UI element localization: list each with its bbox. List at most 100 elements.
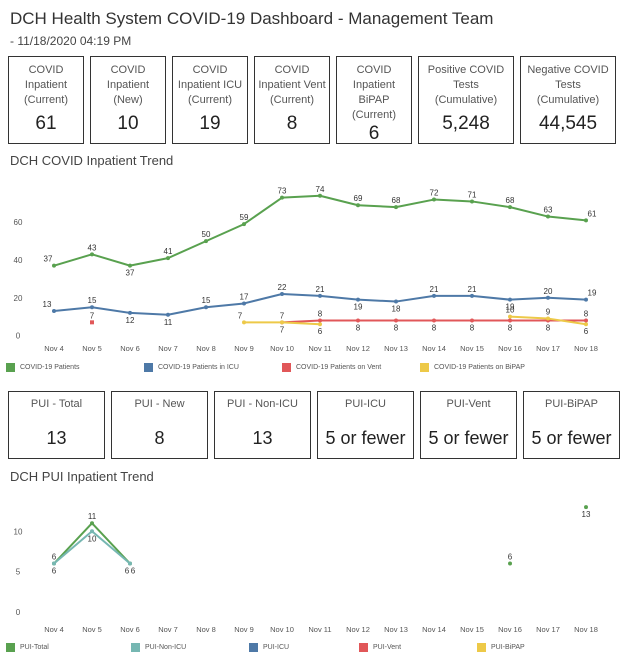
data-label: 21 (430, 285, 439, 294)
data-point[interactable] (90, 320, 94, 325)
legend-label: COVID-19 Patients in ICU (158, 364, 239, 371)
data-point[interactable] (546, 214, 550, 219)
x-tick-label: Nov 17 (536, 625, 560, 634)
covid-kpi-tile-label: COVID Inpatient (Current) (23, 64, 68, 106)
series-line-segment (547, 317, 587, 326)
data-point[interactable] (318, 193, 322, 198)
data-point[interactable] (584, 218, 588, 223)
data-point[interactable] (584, 318, 588, 323)
data-point[interactable] (546, 295, 550, 300)
series-line-segment (129, 311, 169, 316)
series-line-segment (281, 321, 321, 326)
x-tick-label: Nov 4 (44, 344, 64, 353)
pui-kpi-tile-label: PUI-BiPAP (545, 398, 598, 410)
data-point[interactable] (242, 301, 246, 306)
legend-label: COVID-19 Patients on Vent (296, 364, 382, 371)
legend-item: PUI-BiPAP (477, 643, 587, 652)
data-point[interactable] (280, 292, 284, 296)
legend-item: COVID-19 Patients (6, 363, 144, 372)
data-point[interactable] (90, 529, 94, 534)
legend-swatch (6, 643, 15, 652)
data-point[interactable] (356, 297, 360, 302)
pui-kpi-tile-label: PUI-Vent (446, 398, 491, 410)
data-point[interactable] (394, 205, 398, 210)
data-point[interactable] (318, 322, 322, 327)
data-point[interactable] (432, 293, 436, 298)
data-point[interactable] (128, 263, 132, 268)
data-point[interactable] (204, 305, 208, 310)
data-point[interactable] (52, 561, 56, 566)
data-point[interactable] (242, 222, 246, 227)
series-line-segment (395, 198, 435, 209)
data-point[interactable] (166, 256, 170, 261)
data-label: 15 (202, 296, 211, 305)
data-label: 6 (318, 327, 323, 336)
data-point[interactable] (432, 197, 436, 202)
covid-kpi-tile-value: 5,248 (442, 113, 490, 134)
data-point[interactable] (432, 318, 436, 323)
series-line-segment (53, 530, 93, 565)
data-label: 18 (392, 305, 401, 314)
legend-swatch (144, 363, 153, 372)
data-point[interactable] (508, 297, 512, 302)
data-point[interactable] (90, 305, 94, 310)
series-line-segment (319, 294, 359, 301)
data-point[interactable] (204, 239, 208, 244)
data-point[interactable] (394, 299, 398, 304)
y-tick-label: 40 (14, 256, 23, 265)
pui-kpi-tile-label: PUI - Total (30, 398, 83, 410)
legend-item: PUI-ICU (249, 643, 359, 652)
covid-kpi-tile: COVID Inpatient (New) 10 (90, 56, 166, 144)
pui-kpi-tile: PUI-ICU 5 or fewer (317, 391, 414, 459)
data-label: 22 (278, 283, 287, 292)
data-point[interactable] (546, 316, 550, 321)
data-point[interactable] (128, 561, 132, 566)
covid-kpi-tile-value: 19 (199, 113, 221, 134)
data-point[interactable] (508, 205, 512, 210)
data-point[interactable] (52, 309, 56, 313)
data-point[interactable] (90, 252, 94, 257)
pui-kpi-tile-value: 13 (252, 428, 273, 448)
data-label: 8 (318, 309, 323, 318)
data-point[interactable] (318, 293, 322, 298)
x-tick-label: Nov 12 (346, 625, 370, 634)
data-point[interactable] (508, 314, 512, 319)
covid-kpi-tile-value: 44,545 (538, 113, 598, 134)
data-point[interactable] (128, 310, 132, 315)
legend-item: PUI-Non-ICU (131, 643, 249, 652)
data-point[interactable] (242, 320, 246, 325)
data-label: 20 (544, 287, 553, 296)
data-point[interactable] (318, 318, 322, 323)
data-label: 11 (88, 512, 97, 521)
data-point[interactable] (166, 312, 170, 317)
x-tick-label: Nov 14 (422, 344, 446, 353)
y-tick-label: 60 (14, 218, 23, 227)
data-point[interactable] (356, 203, 360, 208)
series-line-segment (205, 302, 245, 309)
data-point[interactable] (394, 318, 398, 323)
data-point[interactable] (470, 293, 474, 298)
pui-kpi-tile-value: 5 or fewer (428, 428, 509, 448)
data-point[interactable] (584, 322, 588, 327)
x-tick-label: Nov 7 (158, 625, 178, 634)
data-point[interactable] (508, 561, 512, 566)
data-point[interactable] (470, 199, 474, 204)
data-point[interactable] (280, 195, 284, 200)
series-line-segment (509, 296, 549, 301)
data-point[interactable] (356, 318, 360, 323)
data-point[interactable] (584, 297, 588, 302)
data-label: 61 (588, 209, 597, 218)
data-point[interactable] (280, 320, 284, 325)
data-point[interactable] (470, 318, 474, 323)
data-point[interactable] (584, 505, 588, 510)
pui-kpi-tile-label: PUI - New (134, 398, 185, 410)
data-point[interactable] (52, 263, 56, 268)
covid-kpi-tile: COVID Inpatient (Current) 61 (8, 56, 84, 144)
x-tick-label: Nov 16 (498, 344, 522, 353)
data-point[interactable] (90, 521, 94, 526)
data-point[interactable] (508, 318, 512, 323)
pui-kpi-tile: PUI - Total 13 (8, 391, 105, 459)
data-label: 10 (506, 306, 515, 315)
covid-inpatient-trend-chart: 0 20 40 60 Nov 4 Nov 5 Nov 6 Nov 7 Nov 8 Nov 9 Nov… (14, 185, 598, 353)
series-line-segment (509, 206, 549, 218)
